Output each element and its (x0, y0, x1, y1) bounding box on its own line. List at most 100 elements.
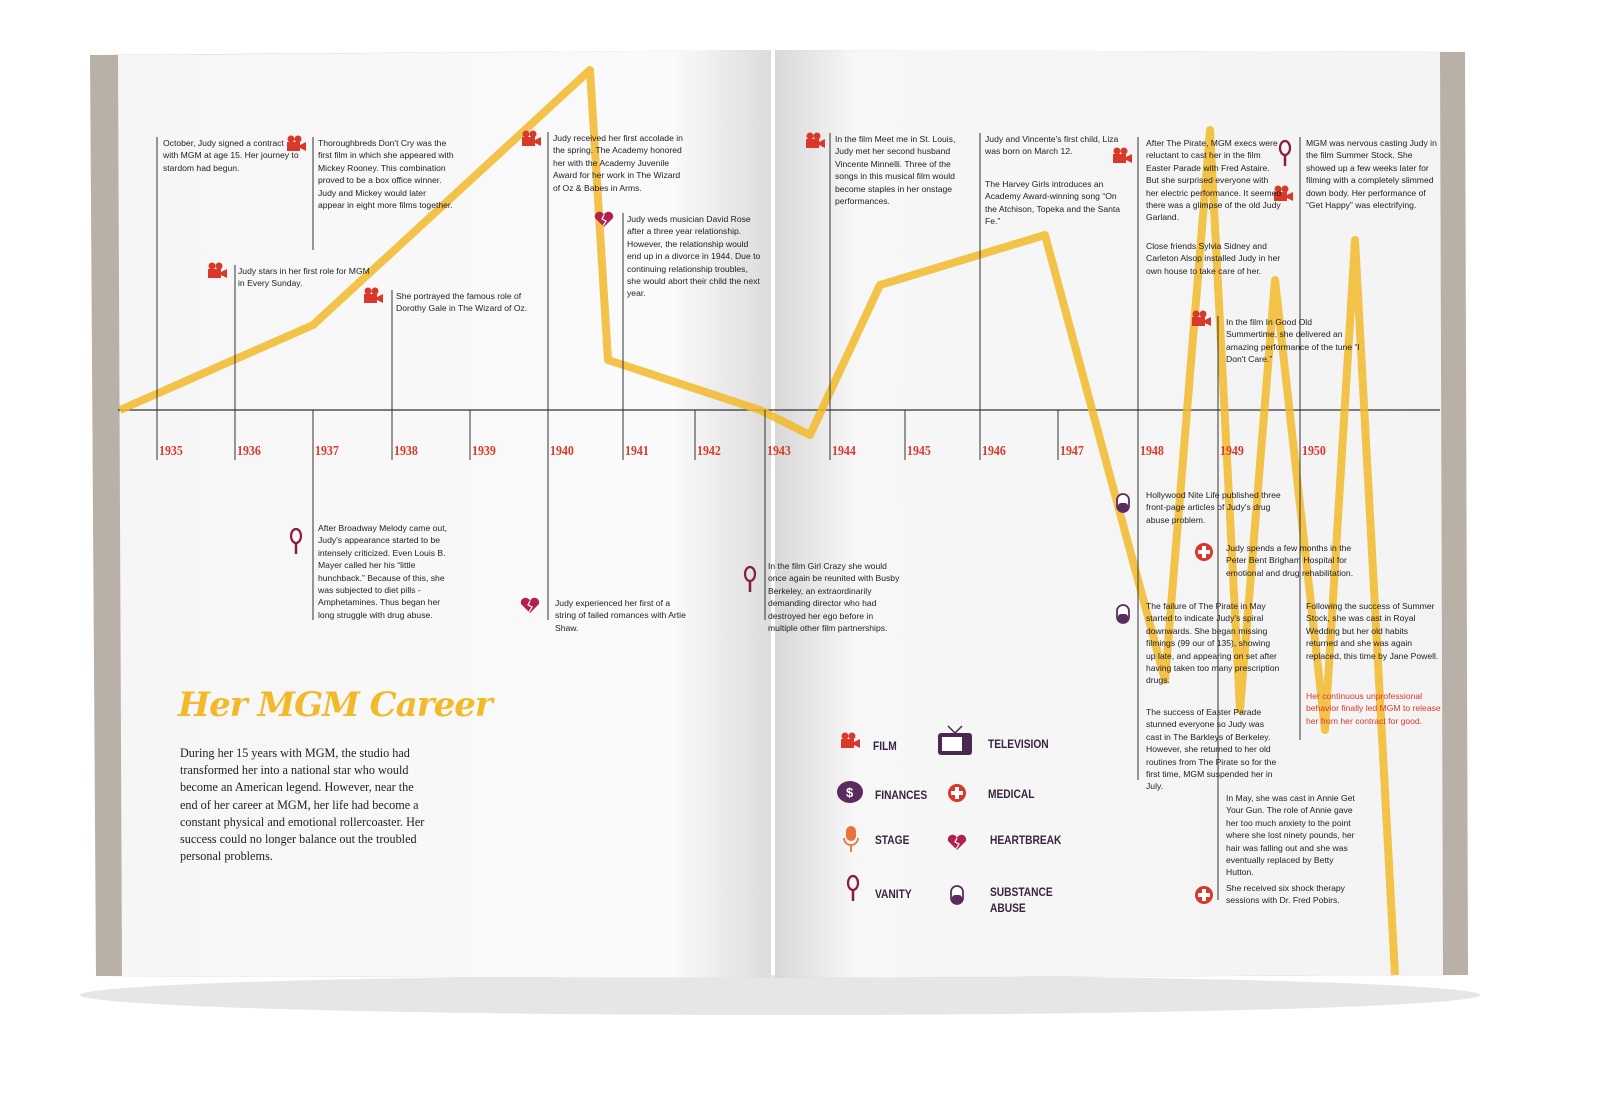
shape (952, 895, 962, 903)
shape (1205, 317, 1211, 326)
shape (208, 262, 216, 270)
year-label: 1947 (1060, 444, 1084, 459)
shape (854, 739, 860, 748)
shape (1126, 154, 1132, 163)
film-icon (1113, 147, 1132, 163)
substance-icon (950, 885, 964, 905)
heart-icon (520, 597, 540, 613)
shape (1198, 546, 1210, 558)
event-text: Judy weds musician David Rose after a th… (627, 214, 761, 299)
shape (837, 781, 863, 803)
shape (841, 739, 854, 748)
shape (1274, 185, 1282, 193)
legend-label: TELEVISION (988, 737, 1049, 751)
shape (1192, 317, 1205, 326)
vanity-icon (846, 874, 860, 901)
event-text: October, Judy signed a contract with MGM… (163, 138, 299, 173)
shape (843, 837, 859, 852)
event-text: In May, she was cast in Annie Get Your G… (1226, 793, 1355, 878)
legend-label: FINANCES (875, 788, 928, 802)
event-text: The failure of The Pirate in May started… (1146, 601, 1280, 686)
event-text: She received six shock therapy sessions … (1226, 883, 1345, 906)
event-text: The success of Easter Parade stunned eve… (1146, 707, 1277, 792)
event-text: Judy experienced her first of a string o… (555, 598, 686, 633)
shape (841, 732, 849, 740)
year-label: 1942 (697, 444, 721, 459)
vanity-icon (743, 565, 757, 592)
tv-icon (938, 725, 972, 755)
year-label: 1939 (472, 444, 496, 459)
film-icon (806, 132, 825, 148)
shape (208, 269, 221, 278)
event-text: After The Pirate, MGM execs were relucta… (1146, 138, 1282, 223)
event-text: Judy and Vincente's first child, Liza wa… (985, 134, 1119, 157)
event-text: MGM was nervous casting Judy in the film… (1306, 138, 1437, 211)
year-label: 1944 (832, 444, 856, 459)
shape (1281, 185, 1289, 193)
legend-label: SUBSTANCE ABUSE (990, 885, 1053, 915)
shape: $ (846, 785, 854, 800)
film-icon (522, 130, 541, 146)
film-icon (287, 135, 306, 151)
event-text: Judy received her first accolade in the … (553, 133, 683, 193)
medical-icon (948, 784, 966, 802)
stage-icon (843, 826, 859, 852)
shape (300, 142, 306, 151)
event-text: After Broadway Melody came out, Judy's a… (318, 523, 447, 620)
legend-label: VANITY (875, 887, 912, 901)
film-icon (1192, 310, 1211, 326)
shape (215, 262, 223, 270)
event-text: Hollywood Nite Life published three fron… (1146, 490, 1281, 525)
event-text: Following the success of Summer Stock, s… (1306, 601, 1439, 661)
shape (287, 142, 300, 151)
shape (364, 294, 377, 303)
heart-icon (594, 211, 614, 227)
shape (364, 287, 372, 295)
event-text: Thoroughbreds Don't Cry was the first fi… (318, 138, 454, 211)
legend-label: FILM (873, 739, 897, 753)
shape (221, 269, 227, 278)
shape (806, 139, 819, 148)
title: Her MGM Career (178, 685, 493, 725)
shape (522, 137, 535, 146)
year-label: 1946 (982, 444, 1006, 459)
event-text: The Harvey Girls introduces an Academy A… (985, 179, 1121, 227)
finance-icon: $ (837, 781, 863, 803)
event-text: In the film Girl Crazy she would once ag… (768, 561, 900, 634)
shape (1198, 889, 1210, 901)
event-text: She portrayed the famous role of Dorothy… (396, 291, 528, 314)
shape (1274, 192, 1287, 201)
film-icon (364, 287, 383, 303)
event-text: Judy spends a few months in the Peter Be… (1226, 543, 1354, 578)
event-text: In the film Meet me in St. Louis, Judy m… (835, 134, 956, 207)
shape (1113, 154, 1126, 163)
film-icon (208, 262, 227, 278)
film-icon (841, 732, 860, 748)
substance-icon (1116, 493, 1130, 513)
year-label: 1950 (1302, 444, 1326, 459)
event-text: Close friends Sylvia Sidney and Carleton… (1146, 241, 1281, 276)
shape (813, 132, 821, 140)
legend-label: HEARTBREAK (990, 833, 1062, 847)
shape (846, 826, 856, 841)
event-text: Her continuous unprofessional behavior f… (1306, 691, 1441, 726)
shape (529, 130, 537, 138)
year-label: 1938 (394, 444, 418, 459)
shape (535, 137, 541, 146)
shape (819, 139, 825, 148)
medical-icon (1195, 886, 1213, 904)
year-label: 1945 (907, 444, 931, 459)
year-label: 1943 (767, 444, 791, 459)
shape (947, 725, 963, 735)
year-label: 1935 (159, 444, 183, 459)
shape (287, 135, 295, 143)
shape (1118, 503, 1128, 511)
medical-icon (1195, 543, 1213, 561)
event-text: Judy stars in her first role for MGM in … (238, 266, 370, 289)
film-icon (1274, 185, 1293, 201)
year-label: 1940 (550, 444, 574, 459)
vanity-icon (289, 527, 303, 554)
year-label: 1941 (625, 444, 649, 459)
